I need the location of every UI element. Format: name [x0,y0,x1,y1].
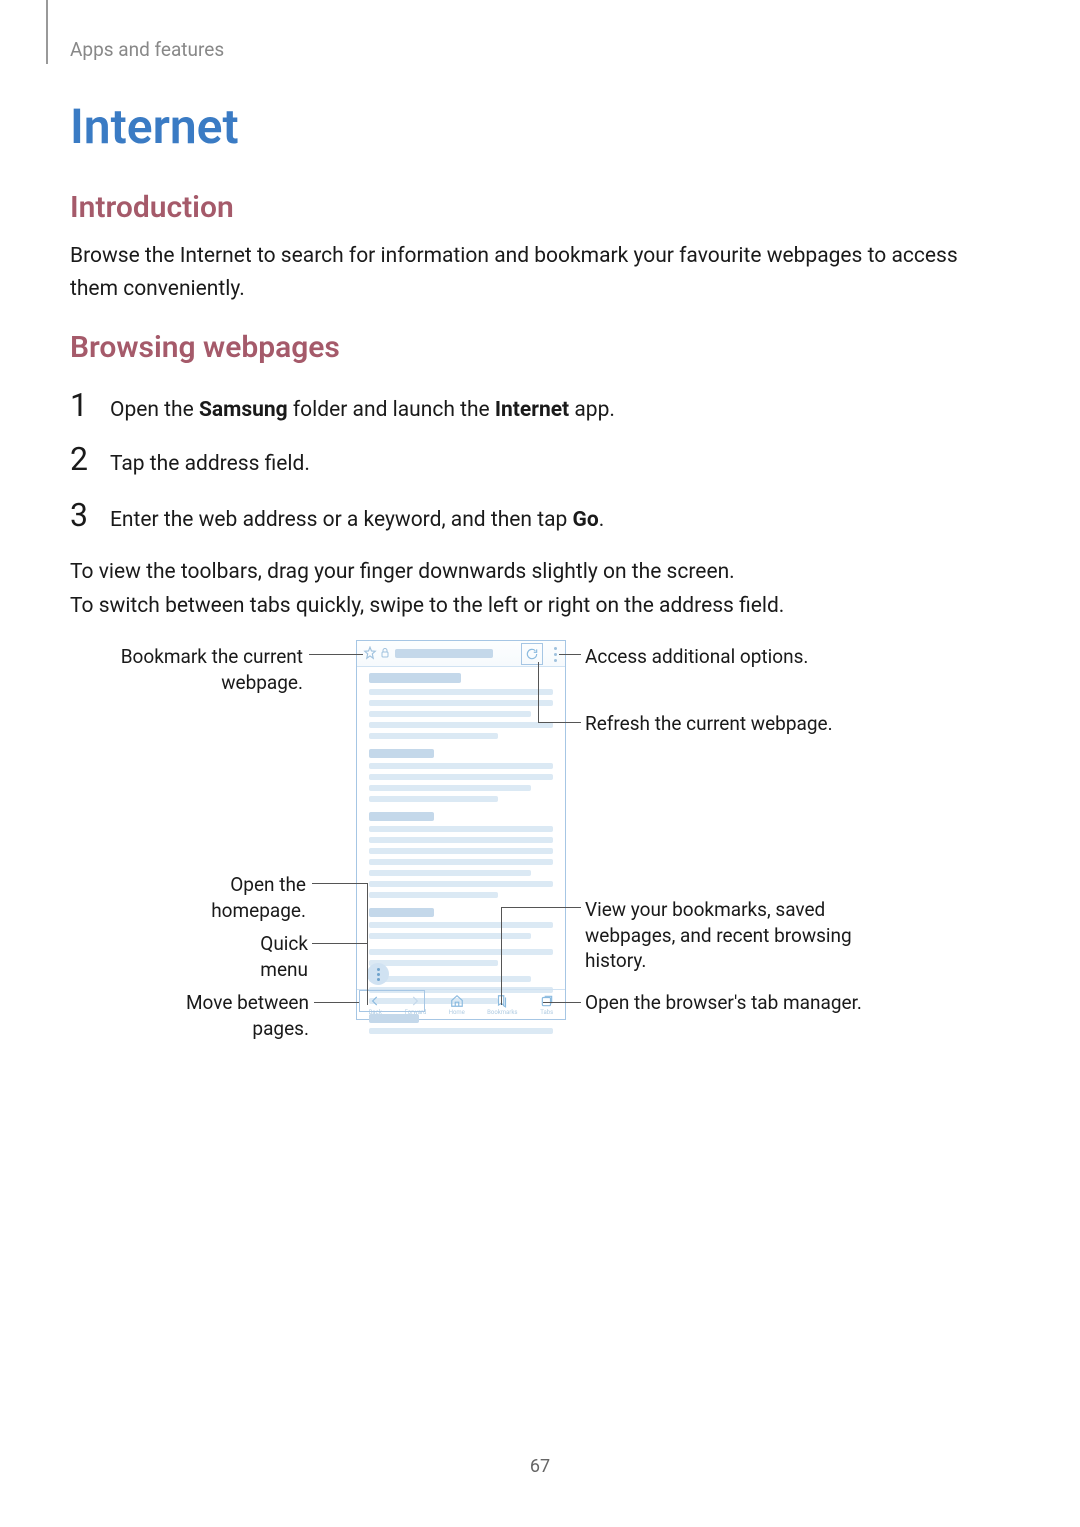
more-icon [554,647,557,662]
callout-homepage: Open the homepage. [158,872,306,923]
tip-tabs: To switch between tabs quickly, swipe to… [70,590,1010,623]
nav-forward: Forward [404,994,426,1016]
callout-refresh: Refresh the current webpage. [585,711,885,737]
lock-icon [379,647,391,659]
content-heading-placeholder [369,673,461,683]
introduction-text: Browse the Internet to search for inform… [70,240,1010,305]
step-3: 3 Enter the web address or a keyword, an… [70,496,1010,537]
step-text-bold: Samsung [199,398,288,422]
browser-mockup: Back Forward Home Bookmarks Tabs [356,640,566,1020]
leader-line [312,943,367,944]
nav-label: Back [369,1009,382,1016]
nav-label: Bookmarks [487,1009,517,1016]
leader-line [312,883,367,884]
refresh-button [521,643,543,665]
tabs-icon [540,994,554,1008]
leader-line [309,654,363,655]
page-number: 67 [0,1456,1080,1477]
step-text-bold: Internet [495,398,569,422]
leader-line [501,907,502,1005]
refresh-icon [525,647,539,661]
step-text-part: Enter the web address or a keyword, and … [110,508,573,532]
header-rule-decoration [46,0,48,64]
step-number: 1 [70,386,92,424]
nav-label: Tabs [540,1009,553,1016]
quick-menu-button [367,963,389,985]
chevron-right-icon [408,994,422,1008]
step-text-bold: Go [573,508,599,532]
step-2: 2 Tap the address field. [70,440,1010,481]
step-text-part: app. [569,398,615,422]
callout-tabmanager: Open the browser's tab manager. [585,990,885,1016]
step-1: 1 Open the Samsung folder and launch the… [70,386,1010,427]
nav-bookmarks: Bookmarks [487,994,517,1016]
leader-line [501,907,581,908]
nav-back: Back [368,994,382,1016]
callout-bookmarks: View your bookmarks, saved webpages, and… [585,897,905,974]
leader-line [538,722,581,723]
callout-quickmenu: Quick menu [218,931,308,982]
chevron-left-icon [368,994,382,1008]
callout-bookmark: Bookmark the current webpage. [88,644,303,695]
step-number: 3 [70,496,92,534]
callout-more: Access additional options. [585,644,885,670]
section-browsing-heading: Browsing webpages [70,330,340,365]
bookmarks-icon [495,994,509,1008]
tip-toolbars: To view the toolbars, drag your finger d… [70,556,1010,589]
step-text-part: Open the [110,398,199,422]
leader-line [559,654,581,655]
section-introduction-heading: Introduction [70,190,234,225]
step-text: Tap the address field. [110,449,310,481]
star-icon [363,646,377,660]
nav-home: Home [449,994,465,1016]
leader-line [314,1002,359,1003]
breadcrumb: Apps and features [70,38,224,61]
step-text-part: . [599,508,605,532]
leader-line [538,662,539,722]
callout-movepages: Move between pages. [139,990,309,1041]
step-text: Open the Samsung folder and launch the I… [110,395,615,427]
page-title: Internet [70,98,239,155]
nav-tabs: Tabs [540,994,554,1016]
nav-label: Forward [404,1009,426,1016]
step-number: 2 [70,440,92,478]
home-icon [450,994,464,1008]
nav-label: Home [449,1009,465,1016]
address-bar [357,641,565,667]
page-content-mock [369,673,553,1039]
step-text: Enter the web address or a keyword, and … [110,505,604,537]
bottom-toolbar: Back Forward Home Bookmarks Tabs [357,989,565,1019]
url-placeholder [395,649,493,658]
leader-line [367,943,368,975]
leader-line [543,1002,581,1003]
step-text-part: folder and launch the [288,398,495,422]
